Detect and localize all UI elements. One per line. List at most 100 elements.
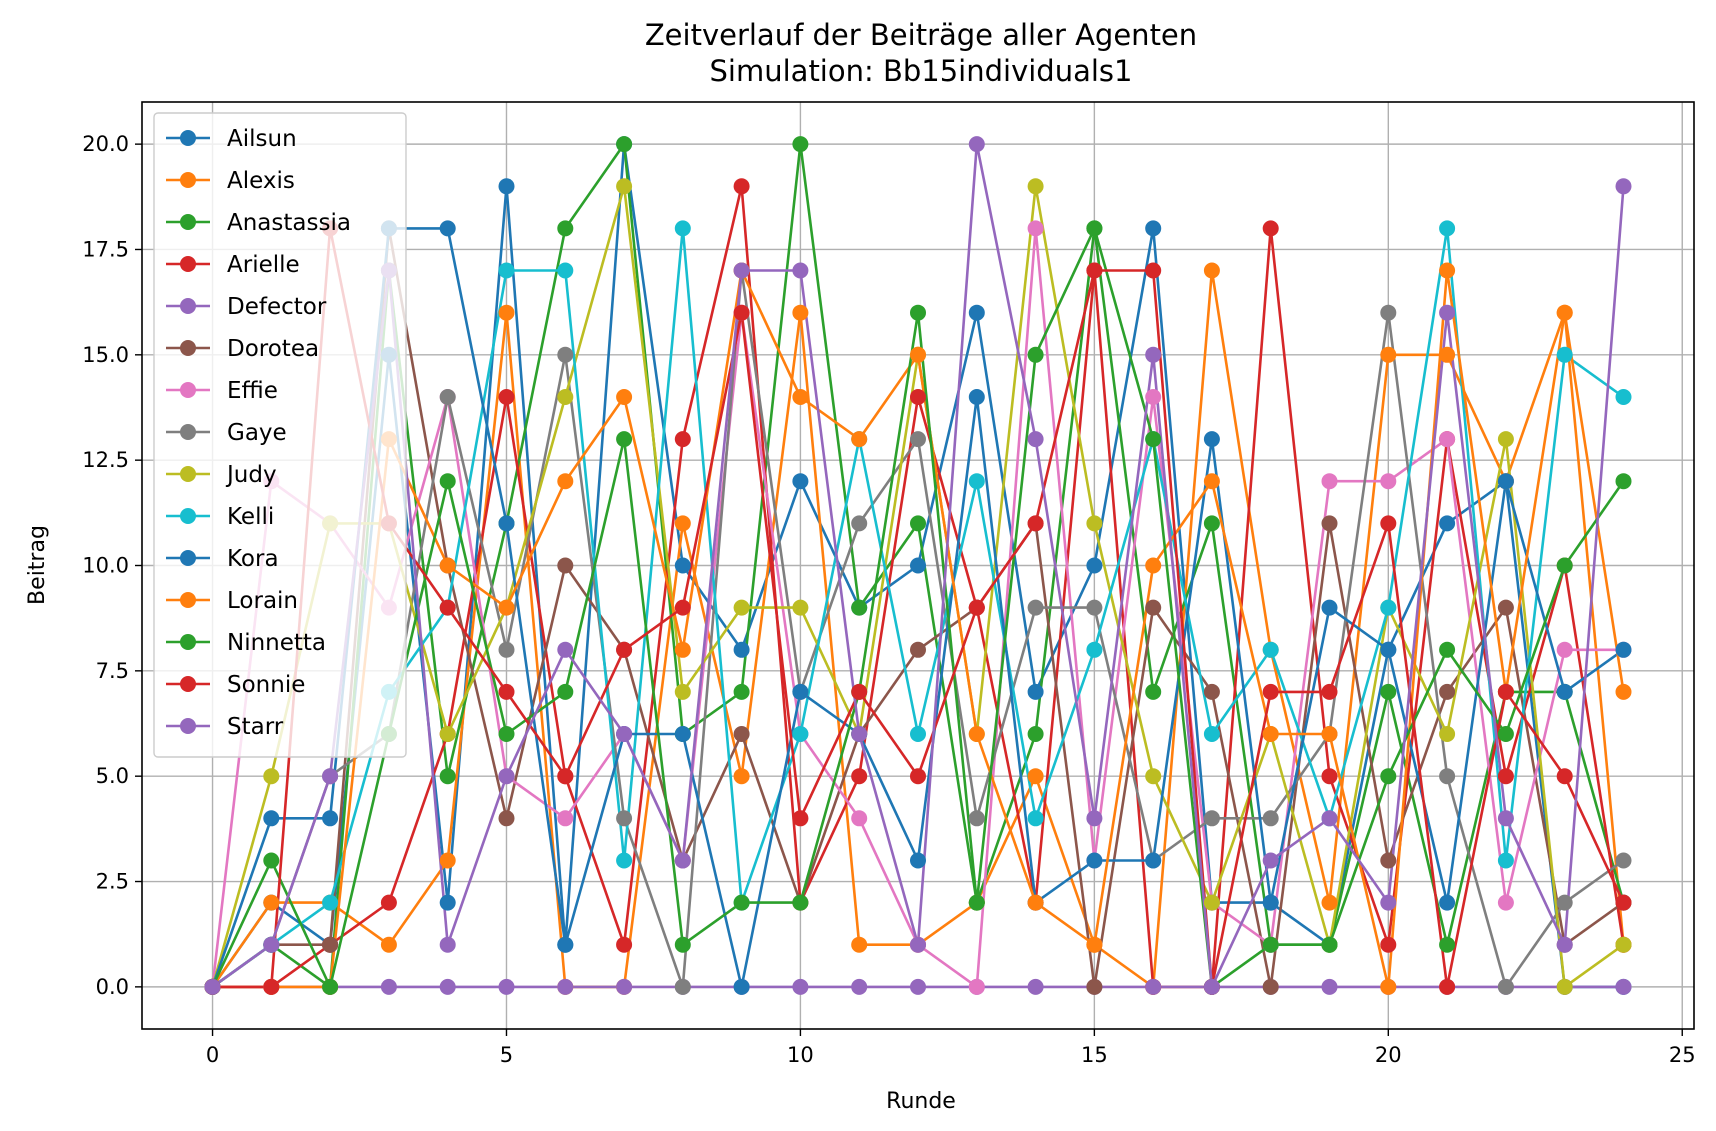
data-point-starr [263, 936, 280, 953]
legend-marker-swatch [180, 424, 196, 440]
data-point-defector [792, 978, 809, 995]
data-point-anastassia [1145, 683, 1162, 700]
data-point-effie [1439, 431, 1456, 448]
data-point-lorain [851, 431, 868, 448]
data-point-effie [1321, 473, 1338, 490]
y-tick-label: 20.0 [82, 132, 129, 156]
data-point-alexis [263, 894, 280, 911]
data-point-kelli [674, 220, 691, 237]
y-tick-label: 12.5 [82, 448, 129, 472]
data-point-starr [204, 978, 221, 995]
data-point-starr [968, 136, 985, 153]
data-point-arielle [910, 389, 926, 405]
legend-marker-swatch [180, 214, 196, 230]
data-point-judy [1615, 936, 1632, 953]
data-point-ninnetta [968, 894, 985, 911]
data-point-lorain [439, 557, 456, 574]
legend-marker-swatch [180, 676, 196, 692]
data-point-ninnetta [910, 304, 926, 321]
data-point-ninnetta [557, 683, 574, 700]
data-point-sonnie [1615, 894, 1632, 911]
data-point-judy [733, 599, 750, 616]
data-point-defector [380, 978, 397, 995]
data-point-ninnetta [1262, 936, 1279, 953]
data-point-lorain [1027, 894, 1044, 911]
data-point-dorotea [322, 936, 339, 953]
y-tick-label: 0.0 [96, 975, 129, 999]
data-point-alexis [439, 852, 456, 869]
data-point-lorain [1321, 726, 1338, 742]
data-point-ninnetta [1380, 768, 1397, 785]
data-point-kora [1203, 431, 1220, 448]
data-point-arielle [851, 768, 868, 785]
data-point-arielle [1321, 768, 1338, 785]
data-point-ninnetta [1027, 346, 1044, 363]
data-point-dorotea [557, 557, 574, 574]
data-point-kora [322, 810, 339, 827]
data-point-ailsun [674, 557, 691, 574]
data-point-effie [1556, 641, 1573, 658]
data-point-sonnie [1556, 768, 1573, 785]
data-point-starr [1615, 178, 1632, 195]
data-point-kora [674, 726, 691, 742]
data-point-kelli [1497, 852, 1514, 869]
data-point-ailsun [439, 894, 456, 911]
data-point-starr [1497, 810, 1514, 827]
data-point-lorain [910, 346, 926, 363]
data-point-effie [1027, 220, 1044, 237]
x-tick-label: 0 [206, 1043, 219, 1067]
data-point-ailsun [1439, 515, 1456, 532]
legend-marker-swatch [180, 634, 196, 650]
data-point-ailsun [1086, 557, 1103, 574]
data-point-defector [1615, 978, 1632, 995]
data-point-gaye [1086, 599, 1103, 616]
data-point-gaye [968, 810, 985, 827]
x-tick-label: 20 [1375, 1043, 1402, 1067]
legend-entry-label: Judy [225, 462, 277, 488]
data-point-sonnie [674, 599, 691, 616]
chart-title: Zeitverlauf der Beiträge aller Agenten [645, 18, 1197, 52]
data-point-dorotea [1497, 599, 1514, 616]
data-point-arielle [733, 178, 750, 195]
data-point-ninnetta [322, 978, 339, 995]
data-point-ninnetta [1556, 557, 1573, 574]
data-point-gaye [557, 346, 574, 363]
data-point-kelli [1380, 599, 1397, 616]
data-point-alexis [1027, 768, 1044, 785]
data-point-gaye [1380, 304, 1397, 321]
data-point-lorain [1145, 557, 1162, 574]
data-point-arielle [616, 936, 633, 953]
legend-marker-swatch [180, 508, 196, 524]
legend-marker-swatch [180, 466, 196, 482]
data-point-defector [910, 978, 926, 995]
data-point-kora [1380, 641, 1397, 658]
x-axis-label: Runde [886, 1089, 956, 1114]
data-point-kelli [1262, 641, 1279, 658]
data-point-gaye [1027, 599, 1044, 616]
y-tick-label: 17.5 [82, 237, 129, 261]
data-point-gaye [674, 978, 691, 995]
data-point-kelli [498, 262, 515, 279]
data-point-gaye [910, 431, 926, 448]
data-point-gaye [851, 515, 868, 532]
data-point-sonnie [851, 683, 868, 700]
data-point-ninnetta [1086, 220, 1103, 237]
data-point-alexis [1321, 894, 1338, 911]
data-point-judy [439, 726, 456, 742]
data-point-defector [1027, 978, 1044, 995]
data-point-alexis [380, 936, 397, 953]
data-point-kora [439, 220, 456, 237]
y-tick-label: 2.5 [96, 870, 129, 894]
data-point-sonnie [968, 599, 985, 616]
data-point-alexis [792, 304, 809, 321]
data-point-anastassia [1439, 936, 1456, 953]
data-point-lorain [1439, 262, 1456, 279]
data-point-judy [1556, 978, 1573, 995]
data-point-anastassia [1203, 515, 1220, 532]
data-point-arielle [1262, 220, 1279, 237]
data-point-sonnie [263, 978, 280, 995]
data-point-kelli [1027, 810, 1044, 827]
x-axis-ticks: 0 5 10 15 20 25 [206, 1029, 1696, 1067]
data-point-judy [557, 389, 574, 405]
data-point-judy [1027, 178, 1044, 195]
